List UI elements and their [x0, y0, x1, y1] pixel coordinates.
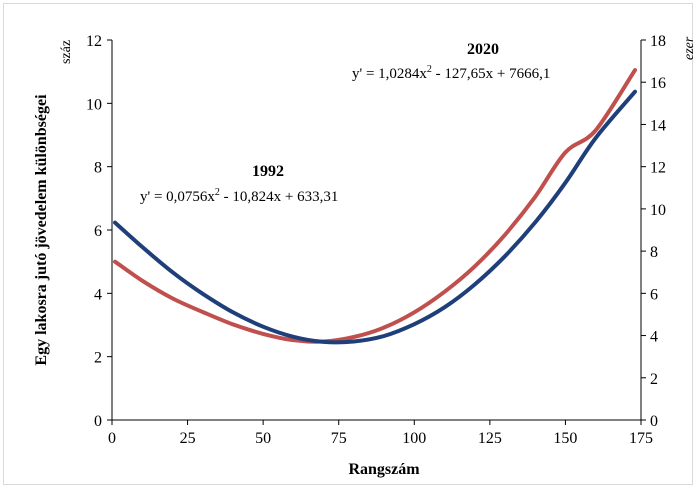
y2-tick-label: 6: [650, 286, 658, 303]
annotation-2020-eq-sup: 2: [427, 64, 432, 75]
y-tick-label: 8: [94, 160, 102, 177]
y-tick-label: 4: [94, 286, 102, 303]
x-tick-label: 25: [180, 430, 196, 447]
annotation-1992-eq-prefix: y' = 0,0756x: [140, 189, 215, 205]
x-axis-title: Rangszám: [348, 461, 420, 478]
y2-tick-label: 14: [650, 117, 666, 134]
annotation-1992-eq-sup: 2: [215, 187, 220, 198]
annotation-1992-label: 1992: [252, 163, 284, 180]
y2-tick-label: 16: [650, 75, 666, 92]
series-line-1992: [113, 68, 637, 344]
y-tick-label: 6: [94, 223, 102, 240]
y2-tick-label: 8: [650, 244, 658, 261]
y2-tick-label: 2: [650, 371, 658, 388]
x-tick-label: 175: [629, 430, 653, 447]
y2-tick-label: 10: [650, 202, 666, 219]
annotation-2020-label: 2020: [467, 41, 499, 58]
y2-tick-label: 0: [650, 413, 658, 430]
x-tick-label: 150: [553, 430, 577, 447]
annotation-2020-equation: y' = 1,0284x2 - 127,65x + 7666,1: [352, 64, 550, 82]
y-axis-title: Egy lakosra jutó jövedelem különbségei: [33, 94, 50, 366]
series-line-2020: [113, 89, 637, 345]
annotation-1992-equation: y' = 0,0756x2 - 10,824x + 633,31: [140, 187, 338, 205]
y-tick-label: 0: [94, 413, 102, 430]
x-tick-label: 100: [402, 430, 426, 447]
chart-frame: [3, 3, 693, 485]
annotation-2020-eq-suffix: - 127,65x + 7666,1: [432, 66, 550, 82]
y-tick-label: 2: [94, 350, 102, 367]
y2-tick-label: 4: [650, 329, 658, 346]
annotation-1992-eq-suffix: - 10,824x + 633,31: [220, 189, 338, 205]
y2-tick-label: 18: [650, 33, 666, 50]
y2-axis-unit: ezer: [682, 36, 697, 60]
x-tick-label: 0: [108, 430, 116, 447]
y2-tick-label: 12: [650, 160, 666, 177]
x-tick-label: 75: [331, 430, 347, 447]
y-tick-label: 10: [86, 96, 102, 113]
y-axis-unit: száz: [59, 40, 74, 64]
annotation-2020-eq-prefix: y' = 1,0284x: [352, 66, 427, 82]
x-tick-label: 50: [255, 430, 271, 447]
y-tick-label: 12: [86, 33, 102, 50]
x-tick-label: 125: [478, 430, 502, 447]
